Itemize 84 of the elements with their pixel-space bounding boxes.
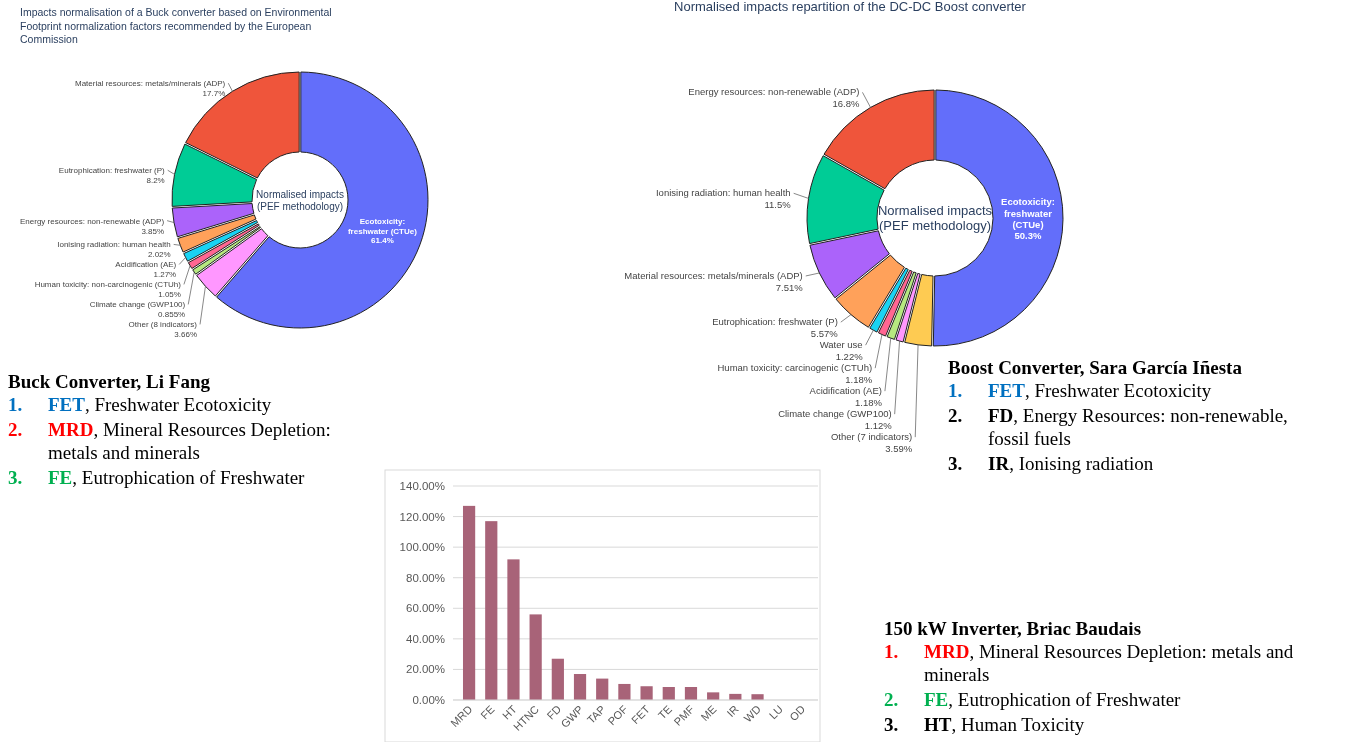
slice-label: Energy resources: non-renewable (ADP) bbox=[688, 86, 860, 98]
bar bbox=[573, 674, 587, 700]
bar bbox=[507, 559, 520, 700]
data-label: 1.22% bbox=[835, 351, 864, 363]
bar bbox=[596, 678, 609, 700]
text: 2. FD, Energy Resources: non-renewable, fossil fuels bbox=[948, 405, 1288, 449]
slice-label: Eutrophication: freshwater (P) bbox=[58, 166, 166, 176]
text: Normalised impacts (PEF methodology) bbox=[256, 188, 344, 212]
x-tick-label: LU bbox=[766, 702, 786, 722]
data-label: 16.8% bbox=[832, 98, 861, 110]
y-tick-label: 80.00% bbox=[405, 571, 445, 584]
slice-label: Climate change (GWP100) bbox=[778, 408, 892, 420]
y-tick-label: 0.00% bbox=[412, 694, 445, 706]
x-tick-label: ME bbox=[698, 702, 719, 724]
text: 1. FET, Freshwater Ecotoxicity bbox=[8, 394, 272, 415]
data-label: 1.18% bbox=[845, 374, 873, 386]
text: 3. HT, Human Toxicity bbox=[884, 714, 1085, 735]
bar bbox=[707, 692, 720, 700]
x-tick-label: OD bbox=[787, 702, 808, 724]
slice-label: Ecotoxicity: freshwater (CTUe) bbox=[347, 217, 418, 236]
bar bbox=[485, 521, 498, 700]
data-label: 3.85% bbox=[141, 226, 165, 236]
bar bbox=[551, 658, 564, 700]
data-label: 5.57% bbox=[810, 328, 839, 340]
data-label: 17.7% bbox=[202, 89, 226, 99]
y-tick-label: 120.00% bbox=[399, 510, 445, 523]
y-tick-label: 60.00% bbox=[405, 602, 445, 615]
text: Buck Converter, Li Fang bbox=[8, 371, 211, 392]
slice-label: Climate change (GWP100) bbox=[89, 300, 186, 310]
slice-label: Acidification (AE) bbox=[809, 385, 882, 397]
data-label: 1.12% bbox=[864, 420, 893, 432]
chart-title: Impacts normalisation of a Buck converter based on Environmental Footprint normalization factors recommended by the European Commission bbox=[20, 6, 332, 45]
data-label: 1.27% bbox=[153, 270, 177, 280]
data-label: 8.2% bbox=[146, 176, 165, 186]
text: 150 kW Inverter, Briac Baudais bbox=[884, 618, 1142, 639]
data-label: 1.18% bbox=[854, 397, 883, 409]
y-tick-label: 140.00% bbox=[399, 480, 445, 492]
y-tick-label: 100.00% bbox=[399, 541, 445, 554]
bar bbox=[751, 694, 764, 700]
data-label: 0.855% bbox=[158, 310, 186, 320]
text: Boost Converter, Sara García Iñesta bbox=[948, 357, 1243, 378]
bar bbox=[462, 505, 476, 700]
bar bbox=[529, 614, 542, 700]
text: 2. MRD, Mineral Resources Depletion: metals and minerals bbox=[8, 419, 331, 463]
slice-label: Human toxicity: non-carcinogenic (CTUh) bbox=[34, 280, 182, 290]
slice-label: Eutrophication: freshwater (P) bbox=[712, 316, 838, 328]
x-tick-label: WD bbox=[741, 702, 763, 725]
chart-title: Normalised impacts repartition of the DC-DC Boost converter bbox=[674, 0, 1027, 14]
slice-label: Acidification (AE) bbox=[115, 260, 177, 270]
slice-label: Water use bbox=[819, 339, 863, 351]
data-label: 11.5% bbox=[764, 199, 792, 211]
text: 1. MRD, Mineral Resources Depletion: metals and minerals bbox=[884, 641, 1294, 685]
data-label: 2.02% bbox=[147, 250, 171, 260]
text: 3. FE, Eutrophication of Freshwater bbox=[8, 467, 305, 488]
x-tick-label: FD bbox=[544, 702, 564, 722]
text: 1. FET, Freshwater Ecotoxicity bbox=[948, 380, 1212, 401]
data-label: 61.4% bbox=[371, 236, 394, 246]
slice-label: Energy resources: non-renewable (ADP) bbox=[20, 216, 165, 226]
data-label: 50.3% bbox=[1014, 230, 1043, 242]
bar bbox=[640, 686, 653, 700]
slice-label: Other (8 indicators) bbox=[128, 320, 198, 330]
data-label: 1.05% bbox=[158, 290, 181, 300]
y-tick-label: 40.00% bbox=[405, 632, 445, 645]
bar bbox=[662, 687, 675, 700]
slice-label: Ecotoxicity: freshwater (CTUe) bbox=[1001, 196, 1055, 230]
slice-label: Human toxicity: carcinogenic (CTUh) bbox=[717, 362, 873, 374]
bar bbox=[684, 687, 698, 700]
bar bbox=[618, 683, 631, 700]
text: 2. FE, Eutrophication of Freshwater bbox=[884, 689, 1181, 710]
x-tick-label: FE bbox=[478, 702, 497, 722]
text: 3. IR, Ionising radiation bbox=[948, 453, 1154, 474]
text: Normalised impacts (PEF methodology) bbox=[877, 202, 993, 234]
slice-label: Ionising radiation: human health bbox=[655, 187, 791, 199]
slice-label: Other (7 indicators) bbox=[830, 431, 913, 443]
slice-label: Material resources: metals/minerals (ADP) bbox=[624, 269, 803, 281]
data-label: 3.59% bbox=[885, 443, 913, 455]
data-label: 7.51% bbox=[775, 281, 804, 293]
slice-label: Ionising radiation: human health bbox=[57, 240, 171, 250]
y-tick-label: 20.00% bbox=[405, 663, 445, 676]
x-tick-label: TE bbox=[655, 702, 675, 722]
slice-label: Material resources: metals/minerals (ADP) bbox=[75, 79, 226, 89]
data-label: 3.66% bbox=[174, 330, 198, 340]
x-tick-label: IR bbox=[724, 702, 741, 720]
x-tick-label: TAP bbox=[584, 702, 608, 726]
